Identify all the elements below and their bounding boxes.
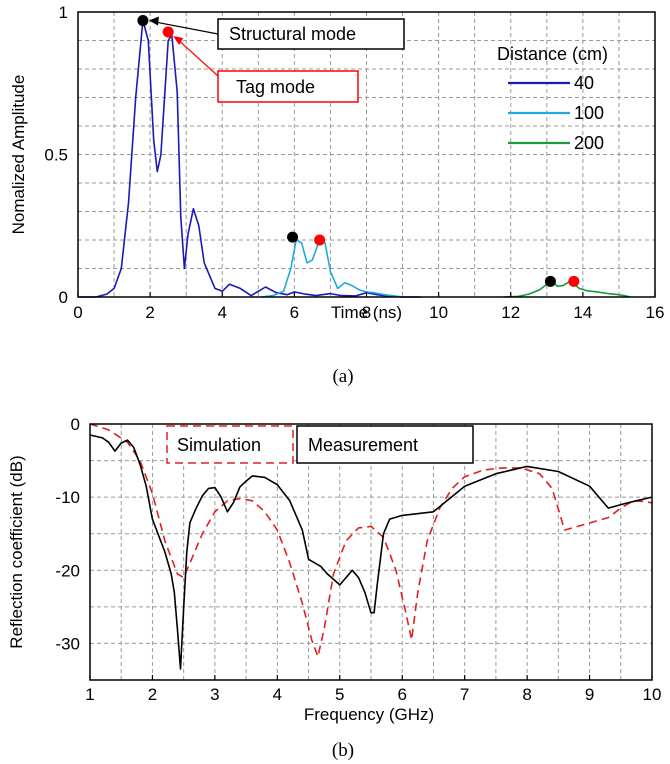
- structural-mode-label: Structural mode: [229, 24, 356, 44]
- legend-items: 40 100 200: [508, 73, 604, 153]
- chart-b-plot-frame: [89, 423, 653, 681]
- chart-a-ticks: 0 2 4 6 8 10 12 14 16 0 0.5 1: [44, 3, 664, 322]
- x-tick-label: 9: [585, 685, 594, 704]
- x-tick-label: 16: [646, 303, 665, 322]
- x-tick-label: 12: [501, 303, 520, 322]
- y-tick-label: -20: [55, 561, 80, 580]
- peak-marker: [137, 15, 149, 27]
- chart-a-x-axis-label: Time (ns): [331, 303, 402, 322]
- series-line-100: [261, 239, 403, 298]
- legend-measurement-label: Measurement: [308, 435, 418, 455]
- series-line-200: [503, 281, 631, 298]
- structural-mode-arrow: [152, 20, 219, 35]
- legend-label-200: 200: [574, 133, 604, 153]
- peak-marker: [544, 275, 556, 287]
- chart-a-grid: [78, 12, 655, 297]
- chart-b-caption: (b): [332, 740, 354, 761]
- chart-a-markers: [137, 15, 580, 287]
- x-tick-label: 5: [335, 685, 344, 704]
- x-tick-label: 4: [273, 685, 282, 704]
- legend-measurement-box: [296, 425, 474, 464]
- tag-mode-arrowhead: [173, 35, 184, 45]
- chart-b-y-axis-label: Reflection coefficient (dB): [7, 455, 26, 648]
- x-tick-label: 3: [210, 685, 219, 704]
- structural-mode-arrowhead: [148, 16, 159, 26]
- chart-a-caption: (a): [332, 366, 353, 387]
- x-tick-label: 10: [429, 303, 448, 322]
- series-line-40: [78, 19, 421, 298]
- y-tick-label: -30: [55, 634, 80, 653]
- x-tick-label: 1: [85, 685, 94, 704]
- y-tick-label: 0: [59, 288, 68, 307]
- chart-b-series: [89, 423, 653, 670]
- x-tick-label: 8: [522, 685, 531, 704]
- chart-b-x-axis-label: Frequency (GHz): [304, 705, 434, 724]
- chart-a: 0 2 4 6 8 10 12 14 16 0 0.5 1 Time (ns) Nomalized A…: [9, 3, 664, 387]
- chart-b-ticks: 1 2 3 4 5 6 7 8 9 10 0 -10 -20 -30: [55, 415, 661, 704]
- series-line-measurement: [89, 434, 653, 670]
- tag-mode-box: [217, 70, 359, 103]
- x-tick-label: 14: [573, 303, 592, 322]
- x-tick-label: 2: [148, 685, 157, 704]
- x-tick-label: 2: [145, 303, 154, 322]
- x-tick-label: 7: [460, 685, 469, 704]
- peak-marker: [162, 26, 174, 38]
- annotation-structural-mode: Structural mode: [148, 16, 405, 50]
- legend-simulation-label: Simulation: [177, 435, 261, 455]
- x-tick-label: 4: [218, 303, 227, 322]
- y-tick-label: 0: [71, 415, 80, 434]
- legend-label-40: 40: [574, 73, 594, 93]
- chart-b: 1 2 3 4 5 6 7 8 9 10 0 -10 -20 -30 Frequency (GHz) Re…: [7, 415, 661, 761]
- y-tick-label: -10: [55, 488, 80, 507]
- x-tick-label: 6: [397, 685, 406, 704]
- chart-a-y-axis-label: Nomalized Amplitude: [9, 75, 28, 235]
- tag-mode-label: Tag mode: [236, 77, 315, 97]
- legend-title: Distance (cm): [497, 44, 608, 64]
- tag-mode-arrow: [176, 38, 219, 77]
- x-tick-label: 8: [362, 303, 371, 322]
- x-tick-label: 6: [290, 303, 299, 322]
- x-tick-label: 10: [643, 685, 662, 704]
- y-tick-label: 1: [59, 3, 68, 22]
- chart-a-legend: Distance (cm) 40 100 200: [497, 44, 608, 153]
- y-tick-label: 0.5: [44, 146, 68, 165]
- annotation-tag-mode: Tag mode: [173, 35, 359, 103]
- peak-marker: [314, 234, 326, 246]
- peak-marker: [287, 231, 299, 243]
- legend-label-100: 100: [574, 103, 604, 123]
- peak-marker: [568, 275, 580, 287]
- chart-b-legend: Simulation Measurement: [166, 425, 474, 464]
- legend-simulation-box: [166, 425, 294, 464]
- x-tick-label: 0: [73, 303, 82, 322]
